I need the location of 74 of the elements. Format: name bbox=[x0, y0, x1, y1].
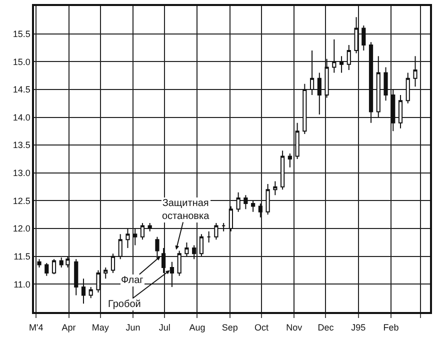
candlestick bbox=[59, 256, 64, 268]
candlestick bbox=[88, 286, 93, 299]
candlestick bbox=[44, 262, 49, 276]
candlestick bbox=[384, 66, 388, 102]
y-tick-label: 15.0 bbox=[12, 56, 30, 67]
candlestick bbox=[192, 244, 196, 260]
candlestick bbox=[346, 44, 351, 70]
candlestick bbox=[52, 258, 56, 275]
candlestick bbox=[96, 270, 100, 294]
candlestick bbox=[310, 50, 314, 96]
candlestick bbox=[324, 58, 329, 98]
candlestick bbox=[368, 42, 374, 124]
candlestick bbox=[244, 194, 248, 210]
candlestick bbox=[184, 242, 189, 257]
candlestick bbox=[362, 24, 366, 52]
candlestick bbox=[199, 234, 204, 257]
candlestick bbox=[266, 184, 270, 216]
y-tick-label: 12.0 bbox=[12, 224, 30, 234]
x-tick-label: Dec bbox=[318, 322, 334, 333]
annotation: Защитная остановка bbox=[162, 198, 210, 222]
y-tick-label: 11.0 bbox=[14, 279, 30, 290]
candlestick bbox=[140, 222, 145, 240]
candlestick bbox=[398, 94, 403, 129]
annotation: Гробой bbox=[108, 299, 141, 310]
y-tick-label: 13.0 bbox=[12, 168, 30, 178]
x-tick-label: Sep bbox=[222, 322, 238, 333]
y-tick-label: 14.0 bbox=[12, 112, 30, 122]
y-tick-label: 14.5 bbox=[12, 84, 30, 95]
x-tick-label: M'4 bbox=[28, 322, 44, 333]
x-tick-label: Jun bbox=[126, 322, 140, 333]
candlestick bbox=[222, 222, 226, 232]
candlestick bbox=[280, 150, 285, 190]
candlestick bbox=[332, 38, 336, 74]
y-tick-label: 12.5 bbox=[12, 196, 30, 206]
candlestick bbox=[104, 266, 108, 280]
candlestick bbox=[295, 122, 300, 160]
y-tick-label: 13.5 bbox=[12, 140, 30, 150]
candlestick bbox=[376, 56, 380, 118]
candlestick bbox=[236, 192, 240, 212]
candlestick bbox=[288, 152, 292, 168]
candlestick bbox=[74, 258, 78, 296]
candlestick bbox=[317, 72, 322, 115]
x-tick-label: Apr bbox=[62, 322, 76, 333]
y-tick-label: 11.5 bbox=[14, 252, 30, 262]
candlestick bbox=[66, 256, 70, 268]
candlestick bbox=[118, 234, 122, 260]
candlestick bbox=[214, 222, 218, 240]
candlestick bbox=[391, 88, 396, 132]
candlestick bbox=[126, 228, 130, 249]
candlestick bbox=[273, 180, 278, 196]
candlestick bbox=[251, 200, 256, 212]
candlestick bbox=[148, 222, 152, 232]
candlestick bbox=[177, 250, 182, 276]
candlestick bbox=[406, 72, 410, 104]
candlestick bbox=[110, 253, 116, 274]
candlestick bbox=[37, 258, 42, 268]
annotation: Флаг bbox=[121, 275, 144, 286]
x-tick-label: Jul bbox=[158, 322, 170, 333]
candlestick bbox=[302, 83, 307, 134]
candlestick bbox=[133, 228, 138, 246]
candlestick bbox=[258, 203, 262, 218]
candlestick bbox=[228, 206, 233, 232]
x-tick-label: May bbox=[92, 322, 110, 333]
x-tick-label: Nov bbox=[286, 322, 303, 333]
x-tick-label: Aug bbox=[189, 322, 206, 333]
x-tick-label: Oct bbox=[254, 322, 269, 333]
x-tick-label: Feb bbox=[383, 322, 399, 333]
candlestick bbox=[339, 56, 344, 74]
candlestick bbox=[81, 278, 86, 304]
candlestick bbox=[413, 56, 418, 88]
x-tick-label: J95 bbox=[351, 322, 366, 333]
candlestick bbox=[354, 16, 358, 54]
candlestick bbox=[206, 230, 211, 243]
y-tick-label: 15.5 bbox=[12, 28, 30, 39]
